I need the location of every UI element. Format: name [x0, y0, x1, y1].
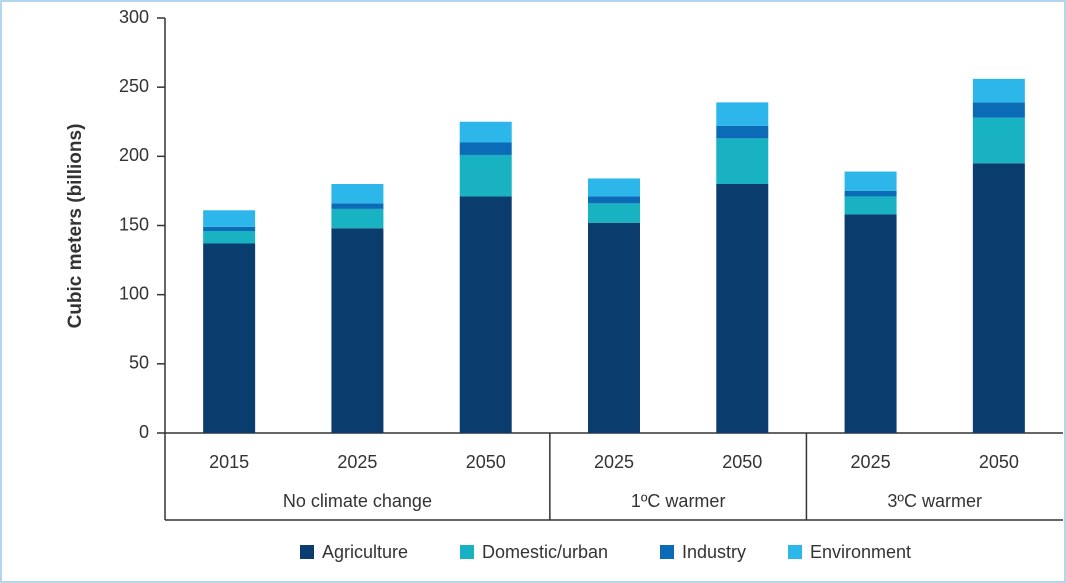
legend-label: Agriculture: [322, 542, 408, 562]
x-tick-label: 2050: [722, 452, 762, 472]
y-tick-label: 0: [139, 422, 149, 442]
bar-segment: [588, 222, 640, 433]
bar-segment: [588, 178, 640, 197]
bar-segment: [844, 171, 897, 191]
bar-segment: [203, 231, 256, 244]
bar-segment: [972, 117, 1025, 164]
bar-segment: [972, 102, 1025, 118]
bar-segment: [716, 102, 769, 126]
y-tick-label: 50: [129, 353, 149, 373]
bar-segment: [972, 78, 1025, 103]
x-tick-label: 2025: [594, 452, 634, 472]
group-label: No climate change: [283, 491, 432, 511]
bar-segment: [844, 190, 897, 197]
bar-segment: [459, 196, 512, 433]
x-tick-label: 2050: [466, 452, 506, 472]
y-tick-label: 200: [119, 145, 149, 165]
x-tick-label: 2025: [337, 452, 377, 472]
bar-segment: [459, 121, 512, 143]
legend-swatch: [660, 545, 674, 559]
legend-label: Domestic/urban: [482, 542, 608, 562]
bar-segment: [716, 138, 769, 184]
bar-segment: [459, 142, 512, 155]
bar-segment: [716, 125, 769, 139]
y-tick-label: 250: [119, 76, 149, 96]
bar-segment: [331, 228, 384, 433]
bar-segment: [203, 226, 256, 232]
bar-segment: [203, 243, 256, 433]
y-axis-label: Cubic meters (billions): [65, 124, 86, 329]
bar-segment: [459, 154, 512, 197]
bar-segment: [203, 210, 256, 227]
bar-segment: [972, 163, 1025, 433]
y-tick-label: 100: [119, 283, 149, 303]
legend-label: Environment: [810, 542, 911, 562]
y-tick-label: 150: [119, 214, 149, 234]
bar-segment: [588, 203, 640, 223]
legend-swatch: [300, 545, 314, 559]
bar-segment: [844, 214, 897, 433]
group-label: 3ºC warmer: [887, 491, 982, 511]
bar-segment: [331, 208, 384, 229]
bar-segment: [588, 196, 640, 204]
x-tick-label: 2015: [209, 452, 249, 472]
group-label: 1ºC warmer: [631, 491, 726, 511]
x-tick-label: 2025: [851, 452, 891, 472]
bar-segment: [844, 196, 897, 215]
bar-segment: [331, 203, 384, 209]
legend-swatch: [788, 545, 802, 559]
x-tick-label: 2050: [979, 452, 1019, 472]
legend-label: Industry: [682, 542, 746, 562]
bar-segment: [716, 184, 769, 433]
legend-swatch: [460, 545, 474, 559]
bar-segment: [331, 184, 384, 204]
y-tick-label: 300: [119, 7, 149, 27]
